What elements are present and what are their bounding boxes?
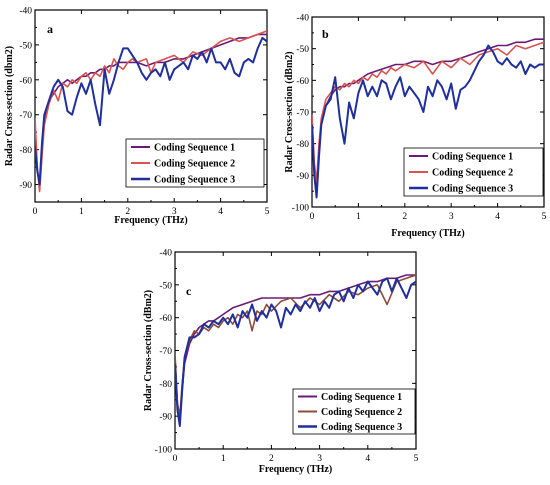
- y-tick-label: -50: [19, 41, 32, 51]
- x-axis-title: Frequency (THz): [259, 464, 332, 475]
- series-line-2: [35, 30, 267, 193]
- y-tick-label: -40: [159, 249, 172, 259]
- y-tick-label: -40: [19, 7, 32, 17]
- legend-label: Coding Sequence 1: [321, 392, 402, 403]
- chart-panel-b: 0 1 2 3 4 5 -100 -90 -80 -70 -60 -50 -40 Frequency (T…: [284, 14, 547, 240]
- x-tick-label: 1: [79, 207, 84, 217]
- y-tick-label: -40: [296, 14, 309, 24]
- panel-label: a: [47, 22, 53, 36]
- y-axis-title: Radar Cross-section (dbm2): [4, 46, 15, 166]
- series-line-3: [35, 36, 267, 186]
- series-line-1: [175, 274, 416, 424]
- y-tick-label: -60: [19, 76, 32, 86]
- series-line-2: [175, 274, 416, 417]
- chart-panel-c: 0 1 2 3 4 5 -100 -90 -80 -70 -60 -50 -40 Frequency (T…: [143, 249, 419, 476]
- x-tick-label: 3: [317, 454, 322, 464]
- x-tick-label: 5: [542, 212, 547, 222]
- legend-label: Coding Sequence 1: [154, 143, 235, 154]
- y-tick-label: -80: [296, 140, 309, 150]
- x-tick-label: 0: [310, 212, 315, 222]
- x-tick-label: 1: [221, 454, 226, 464]
- y-tick-label: -90: [159, 413, 172, 423]
- y-tick-label: -100: [155, 446, 173, 456]
- x-tick-label: 4: [365, 454, 370, 464]
- y-tick-label: -100: [292, 204, 310, 214]
- y-tick-label: -70: [19, 111, 32, 121]
- x-tick-label: 4: [218, 207, 223, 217]
- legend-label: Coding Sequence 3: [432, 184, 513, 195]
- legend-label: Coding Sequence 2: [154, 159, 235, 170]
- y-axis-title: Radar Cross-section (dBm2): [284, 51, 295, 172]
- x-tick-label: 2: [402, 212, 407, 222]
- x-tick-label: 2: [269, 454, 274, 464]
- panel-label: c: [186, 284, 192, 298]
- y-tick-label: -80: [19, 146, 32, 156]
- legend: Coding Sequence 1 Coding Sequence 2 Coding…: [125, 138, 265, 188]
- series-line-3: [312, 44, 544, 199]
- y-tick-label: -90: [296, 172, 309, 182]
- x-tick-label: 3: [449, 212, 454, 222]
- y-tick-label: -50: [159, 281, 172, 291]
- y-tick-label: -80: [159, 380, 172, 390]
- y-tick-label: -60: [296, 77, 309, 87]
- x-tick-label: 4: [495, 212, 500, 222]
- legend: Coding Sequence 1 Coding Sequence 2 Coding…: [292, 388, 416, 435]
- legend: Coding Sequence 1 Coding Sequence 2 Coding…: [403, 147, 544, 197]
- series-line-3: [175, 277, 416, 427]
- chart-panel-a: 0 1 2 3 4 5 -90 -80 -70 -60 -50 -40 Frequency (THz) R…: [4, 7, 270, 227]
- y-tick-label: -70: [159, 347, 172, 357]
- x-tick-label: 1: [356, 212, 361, 222]
- y-tick-label: -50: [296, 45, 309, 55]
- y-axis-title: Radar Cross-section (dBm2): [143, 290, 154, 411]
- x-tick-label: 2: [125, 207, 130, 217]
- y-tick-label: -70: [296, 109, 309, 119]
- x-tick-label: 3: [172, 207, 177, 217]
- legend-label: Coding Sequence 2: [432, 168, 513, 179]
- x-axis-title: Frequency (THz): [114, 215, 187, 226]
- x-tick-label: 5: [265, 207, 270, 217]
- x-tick-label: 0: [33, 207, 38, 217]
- y-tick-label: -90: [19, 181, 32, 191]
- series-line-2: [312, 41, 544, 183]
- panel-label: b: [322, 27, 329, 41]
- x-tick-label: 0: [173, 454, 178, 464]
- legend-label: Coding Sequence 1: [432, 152, 513, 163]
- legend-label: Coding Sequence 3: [154, 175, 235, 186]
- legend-label: Coding Sequence 2: [321, 407, 402, 418]
- x-axis-title: Frequency (THz): [391, 228, 464, 239]
- y-tick-label: -60: [159, 314, 172, 324]
- legend-label: Coding Sequence 3: [321, 422, 402, 433]
- x-tick-label: 5: [414, 454, 419, 464]
